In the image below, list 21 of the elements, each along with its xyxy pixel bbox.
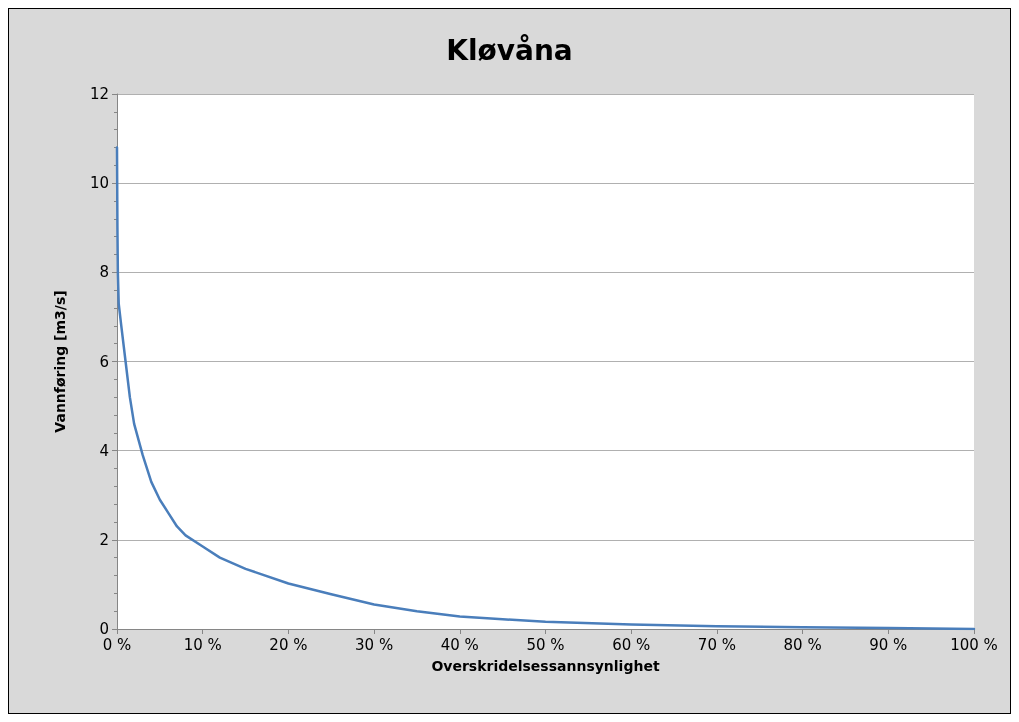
y-tick-label: 4 xyxy=(99,441,109,460)
chart-title: Kløvåna xyxy=(446,33,573,67)
x-tick-label: 70 % xyxy=(697,635,736,654)
x-axis-title: Overskridelsessannsynlighet xyxy=(431,658,660,674)
x-tick-label: 10 % xyxy=(183,635,222,654)
y-tick-label: 12 xyxy=(89,85,109,103)
x-tick-label: 0 % xyxy=(102,635,132,654)
y-tick-label: 2 xyxy=(99,530,109,549)
x-tick-label: 50 % xyxy=(526,635,565,654)
x-tick-label: 60 % xyxy=(612,635,651,654)
x-tick-label: 80 % xyxy=(783,635,822,654)
x-tick-label: 90 % xyxy=(869,635,908,654)
y-tick-label: 0 xyxy=(99,620,109,638)
x-tick-label: 100 % xyxy=(950,635,998,654)
x-tick-label: 30 % xyxy=(355,635,394,654)
x-tick-label: 40 % xyxy=(440,635,479,654)
y-tick-label: 10 xyxy=(89,174,109,193)
y-axis-title: Vannføring [m3/s] xyxy=(52,290,68,433)
y-tick-label: 8 xyxy=(99,263,109,282)
x-tick-label: 20 % xyxy=(269,635,308,654)
y-tick-label: 6 xyxy=(99,352,109,371)
